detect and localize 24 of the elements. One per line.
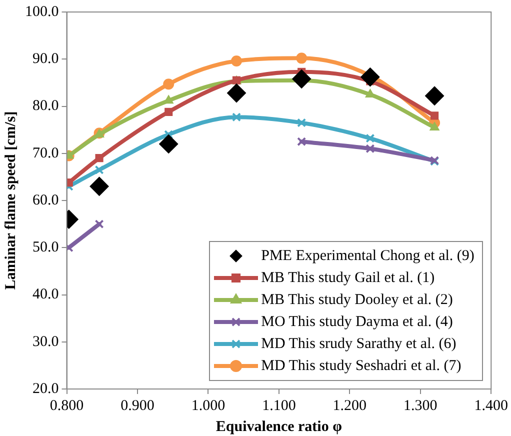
legend-label: MB This study Gail et al. (1) [261, 270, 435, 286]
x-tick-label: 1.400 [474, 398, 508, 414]
x-tick-label: 0.900 [120, 398, 154, 414]
legend-label: MO This study Dayma et al. (4) [261, 314, 453, 330]
x-tick-label: 0.800 [50, 398, 84, 414]
y-tick-label: 80.0 [32, 98, 59, 114]
y-tick-label: 60.0 [32, 192, 59, 208]
x-tick-label: 1.100 [262, 398, 296, 414]
x-axis-title: Equivalence ratio φ [216, 418, 342, 435]
x-tick-label: 1.200 [332, 398, 367, 414]
y-tick-label: 90.0 [32, 51, 59, 68]
y-tick-label: 40.0 [32, 286, 59, 303]
y-tick-label: 70.0 [32, 145, 59, 162]
legend-label: PME Experimental Chong et al. (9) [261, 248, 474, 264]
y-tick-label: 100.0 [25, 4, 59, 20]
legend-label: MD This srudy Sarathy et al. (6) [261, 336, 456, 352]
legend-label: MD This study Seshadri et al. (7) [261, 358, 462, 374]
legend-label: MB This study Dooley et al. (2) [261, 292, 453, 308]
y-tick-label: 20.0 [32, 380, 59, 397]
y-tick-label: 30.0 [32, 334, 59, 350]
y-tick-label: 50.0 [32, 240, 59, 256]
x-tick-label: 1.300 [404, 398, 438, 414]
x-tick-label: 1.000 [191, 398, 226, 414]
y-axis-title: Laminar flame speed [cm/s] [2, 111, 19, 290]
